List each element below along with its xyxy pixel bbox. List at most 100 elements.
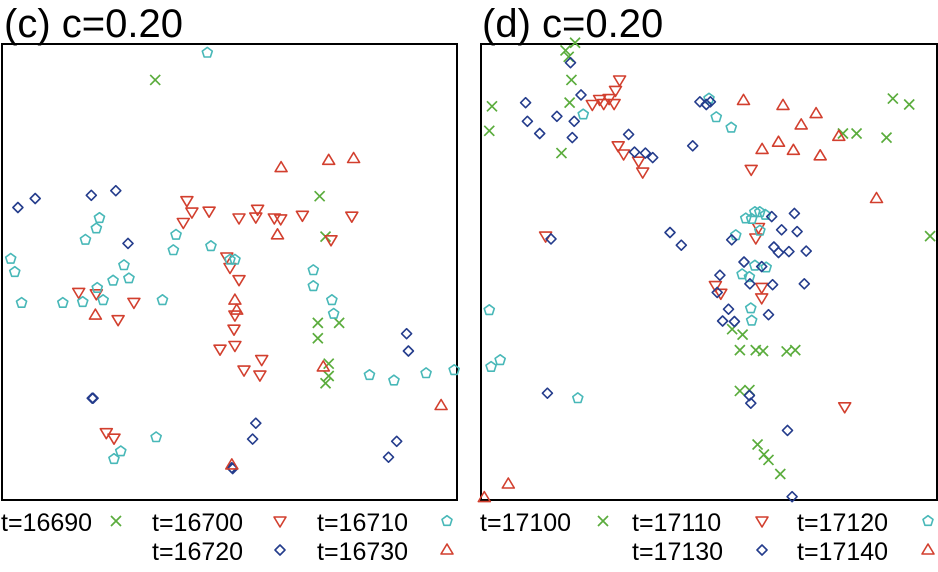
pentagon-marker bbox=[15, 296, 28, 309]
triangle-down-marker bbox=[232, 213, 246, 225]
pentagon-marker bbox=[736, 268, 749, 280]
triangle-down-marker bbox=[585, 99, 600, 112]
diamond-marker bbox=[564, 56, 577, 69]
legend-marker-triangle-up bbox=[440, 543, 454, 555]
triangle-down-marker bbox=[250, 204, 265, 217]
legend-entry: t=16700 bbox=[152, 509, 287, 537]
triangle-down-marker bbox=[253, 370, 267, 382]
triangle-down-marker bbox=[837, 401, 852, 414]
triangle-up-marker bbox=[776, 98, 790, 111]
diamond-marker bbox=[772, 246, 785, 259]
legend-entry: t=16730 bbox=[317, 538, 454, 566]
pentagon-marker bbox=[201, 46, 214, 58]
x-marker bbox=[486, 100, 498, 112]
x-marker bbox=[762, 454, 775, 466]
triangle-down-marker bbox=[635, 167, 650, 179]
x-marker bbox=[323, 358, 335, 370]
diamond-marker bbox=[744, 277, 756, 290]
triangle-down-marker bbox=[254, 354, 269, 367]
diamond-marker bbox=[646, 151, 659, 164]
legend-entry: t=16690 bbox=[1, 509, 122, 537]
panel-c-markers bbox=[4, 46, 461, 475]
panel-c: (c) c=0.20 t=16690 t=16700 t=16710 t=167… bbox=[1, 2, 461, 566]
diamond-marker bbox=[382, 451, 395, 464]
triangle-down-marker bbox=[89, 288, 104, 301]
triangle-down-marker bbox=[607, 98, 621, 111]
triangle-down-marker bbox=[608, 85, 623, 98]
legend-pentagon-marker bbox=[441, 514, 453, 527]
legend-label: t=16690 bbox=[1, 509, 92, 537]
pentagon-marker bbox=[123, 272, 135, 284]
legend-triangle-down-marker bbox=[273, 516, 287, 528]
triangle-down-marker bbox=[223, 262, 237, 275]
x-marker bbox=[314, 190, 326, 202]
triangle-down-marker bbox=[596, 98, 611, 111]
diamond-marker bbox=[798, 277, 811, 290]
x-marker bbox=[319, 377, 332, 389]
diamond-marker bbox=[402, 345, 415, 357]
triangle-up-marker bbox=[501, 477, 516, 489]
diamond-marker bbox=[716, 315, 729, 327]
x-marker bbox=[757, 345, 769, 357]
triangle-down-marker bbox=[237, 365, 251, 377]
x-marker bbox=[564, 97, 576, 109]
pentagon-marker bbox=[744, 302, 757, 314]
triangle-down-marker bbox=[616, 149, 631, 161]
diamond-marker bbox=[788, 207, 801, 220]
legend-label: t=17120 bbox=[797, 509, 888, 537]
triangle-up-marker bbox=[88, 308, 103, 320]
diamond-marker bbox=[85, 189, 98, 202]
pentagon-marker bbox=[4, 252, 17, 264]
diamond-marker bbox=[628, 146, 641, 158]
x-marker bbox=[734, 344, 746, 356]
triangle-down-marker bbox=[249, 212, 263, 224]
triangle-down-marker bbox=[232, 274, 246, 287]
pentagon-marker bbox=[108, 452, 120, 465]
diamond-marker bbox=[246, 433, 259, 445]
triangle-up-marker bbox=[434, 398, 448, 411]
diamond-marker bbox=[725, 234, 738, 246]
legend-marker-x bbox=[597, 515, 609, 527]
triangle-down-marker bbox=[213, 344, 227, 357]
legend-marker-x bbox=[110, 515, 122, 527]
triangle-up-marker bbox=[736, 93, 751, 106]
legend-entry: t=16710 bbox=[317, 509, 453, 537]
pentagon-marker bbox=[577, 108, 590, 120]
triangle-up-marker bbox=[321, 153, 336, 166]
legend-triangle-down-marker bbox=[755, 516, 769, 528]
x-marker bbox=[559, 44, 572, 57]
triangle-up-marker bbox=[229, 303, 244, 315]
diamond-marker bbox=[766, 278, 779, 291]
legend-marker-triangle-up bbox=[921, 543, 935, 555]
diamond-marker bbox=[762, 308, 775, 321]
triangle-up-marker bbox=[274, 160, 288, 173]
panel-d-legend: t=17100 t=17110 t=17120 t=17130 t=17140 bbox=[480, 509, 935, 566]
diamond-marker bbox=[551, 110, 563, 123]
diamond-marker bbox=[781, 424, 794, 437]
x-marker bbox=[774, 468, 786, 480]
triangle-up-marker bbox=[346, 151, 361, 164]
diamond-marker bbox=[521, 115, 534, 128]
diamond-marker bbox=[29, 192, 42, 205]
pentagon-marker bbox=[307, 264, 320, 276]
diamond-marker bbox=[738, 256, 750, 268]
pentagon-marker bbox=[118, 259, 130, 271]
diamond-marker bbox=[390, 435, 403, 448]
triangle-down-marker bbox=[107, 433, 121, 446]
pentagon-marker bbox=[745, 314, 758, 326]
diamond-marker bbox=[675, 239, 688, 251]
pentagon-marker bbox=[156, 293, 169, 306]
diamond-marker bbox=[575, 89, 587, 101]
legend-label: t=16720 bbox=[152, 538, 243, 566]
legend-marker-diamond bbox=[274, 544, 286, 556]
diamond-marker bbox=[791, 225, 803, 238]
x-marker bbox=[565, 74, 578, 86]
triangle-down-marker bbox=[708, 280, 723, 293]
diamond-marker bbox=[783, 245, 795, 258]
legend-label: t=17130 bbox=[632, 538, 723, 566]
triangle-up-marker bbox=[794, 118, 809, 130]
diamond-marker bbox=[110, 184, 122, 197]
diamond-marker bbox=[744, 397, 757, 410]
pentagon-marker bbox=[448, 363, 461, 376]
